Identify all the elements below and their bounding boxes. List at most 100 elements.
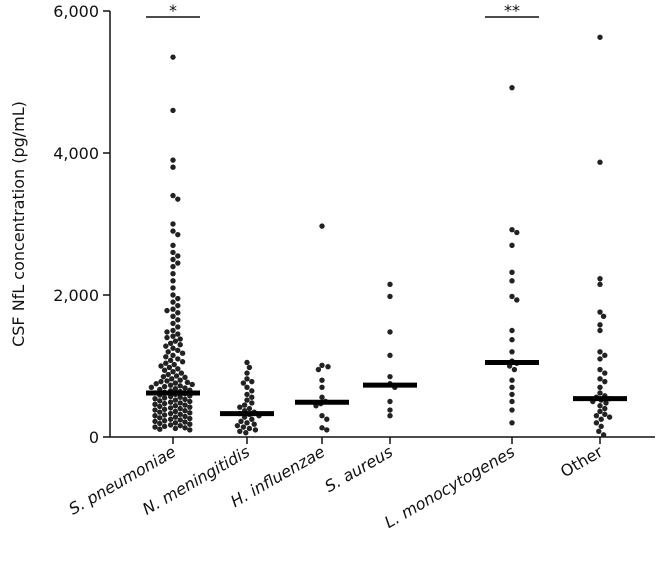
data-point — [182, 402, 188, 408]
data-point — [177, 405, 183, 412]
data-point — [187, 398, 193, 405]
data-point — [152, 401, 158, 408]
data-point — [172, 414, 179, 420]
data-point — [602, 352, 608, 359]
data-point — [319, 377, 325, 383]
data-point — [182, 385, 188, 391]
data-point — [249, 416, 255, 422]
data-point — [157, 426, 163, 432]
data-point — [175, 253, 181, 259]
data-point — [161, 406, 168, 413]
data-point — [152, 413, 158, 419]
data-point — [182, 396, 188, 403]
data-point — [170, 292, 176, 298]
data-point — [597, 275, 603, 282]
data-point — [249, 394, 255, 400]
data-point — [237, 404, 243, 410]
data-point — [597, 159, 603, 165]
data-point — [509, 377, 515, 383]
data-point — [509, 384, 515, 390]
data-point — [244, 397, 250, 403]
data-point — [182, 413, 188, 420]
data-point — [148, 384, 155, 390]
data-point — [387, 293, 393, 300]
data-point — [387, 329, 393, 335]
data-point — [177, 383, 183, 389]
data-point — [509, 84, 515, 91]
data-point — [319, 384, 325, 390]
data-point — [184, 379, 191, 386]
data-point — [246, 405, 253, 412]
data-point — [167, 416, 174, 422]
data-point — [152, 424, 158, 430]
data-point — [170, 306, 176, 312]
data-point — [387, 373, 393, 380]
data-point — [514, 229, 520, 236]
data-point — [157, 409, 163, 415]
data-point — [237, 428, 243, 435]
data-point — [161, 417, 168, 424]
data-point — [189, 381, 195, 388]
data-point — [172, 338, 179, 344]
data-point — [324, 416, 330, 422]
x-tick-label: Other — [557, 442, 606, 481]
data-point — [319, 223, 325, 229]
data-point — [597, 408, 603, 415]
data-point — [158, 378, 164, 385]
data-point — [602, 370, 608, 376]
data-point — [152, 395, 158, 402]
data-point — [182, 374, 188, 381]
data-point — [593, 420, 600, 426]
data-point — [509, 391, 515, 398]
data-point — [157, 420, 163, 427]
data-point — [187, 415, 193, 422]
data-point — [166, 364, 173, 371]
data-point — [170, 327, 176, 334]
data-point — [597, 366, 603, 373]
data-point — [175, 302, 181, 309]
data-point — [509, 278, 515, 284]
x-tick-label: S. aureus — [321, 442, 396, 496]
data-point — [172, 386, 179, 392]
data-point — [597, 390, 603, 396]
data-point — [597, 309, 603, 315]
data-point — [163, 354, 169, 360]
data-point — [509, 293, 515, 300]
data-point — [170, 285, 176, 291]
data-point — [187, 404, 193, 410]
data-point — [160, 373, 167, 380]
data-point — [509, 337, 515, 343]
data-point — [597, 376, 603, 382]
data-point — [170, 164, 176, 170]
data-point — [509, 398, 515, 405]
y-tick-label: 6,000 — [53, 2, 99, 21]
data-point — [170, 256, 176, 263]
data-point — [600, 432, 607, 438]
data-point — [246, 364, 253, 371]
data-point — [244, 384, 250, 390]
data-point — [387, 413, 393, 419]
data-point — [244, 420, 250, 426]
data-point — [597, 322, 603, 328]
data-point — [598, 416, 604, 422]
data-point — [177, 411, 183, 417]
data-point — [509, 407, 515, 413]
data-point — [597, 349, 603, 355]
significance-label: ** — [504, 1, 520, 20]
data-point — [172, 408, 179, 415]
data-point — [244, 376, 250, 382]
data-point — [170, 313, 176, 319]
data-point — [387, 281, 393, 288]
data-point — [167, 357, 174, 364]
data-point — [175, 295, 181, 302]
data-point — [387, 352, 393, 359]
data-point — [170, 345, 176, 351]
data-point — [606, 414, 613, 420]
data-point — [170, 228, 176, 234]
data-point — [170, 107, 176, 114]
data-point — [182, 408, 188, 414]
data-point — [175, 324, 181, 330]
data-point — [170, 263, 176, 270]
data-point — [163, 343, 169, 349]
